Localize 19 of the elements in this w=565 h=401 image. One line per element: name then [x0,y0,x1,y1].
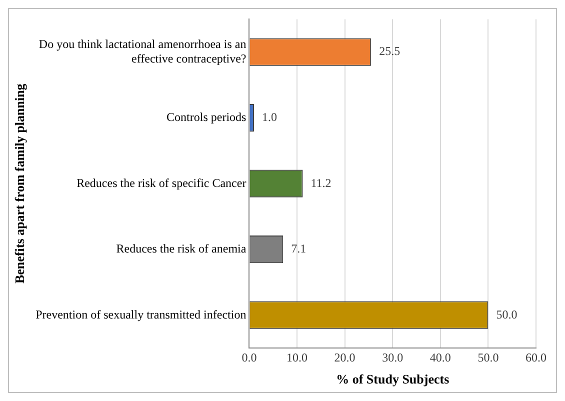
y-tick-label: Do you think lactational amenorrhoea is an effective contraceptive? [38,37,246,66]
x-tick-label: 0.0 [242,350,257,364]
x-tick-label: 30.0 [382,350,404,364]
y-tick-label: Controls periods [166,110,247,124]
data-label: 50.0 [496,307,518,322]
x-tick-label: 50.0 [478,350,499,364]
data-label: 25.5 [379,44,400,58]
x-tick-label: 20.0 [334,350,356,364]
y-axis-title: Benefits apart from family planning [12,83,28,284]
x-axis-title: % of Study Subjects [336,372,450,387]
y-tick-label: Reduces the risk of specific Cancer [76,176,246,190]
data-label: 11.2 [310,176,332,190]
y-tick-label: Prevention of sexually transmitted infection [36,307,246,322]
x-tick-label: 40.0 [430,350,451,364]
data-label: 7.1 [291,242,306,256]
x-tick-label: 10.0 [286,350,308,364]
x-tick-label: 60.0 [526,350,546,364]
data-label: 1.0 [262,110,277,124]
y-tick-label: Reduces the risk of anemia [116,242,247,256]
